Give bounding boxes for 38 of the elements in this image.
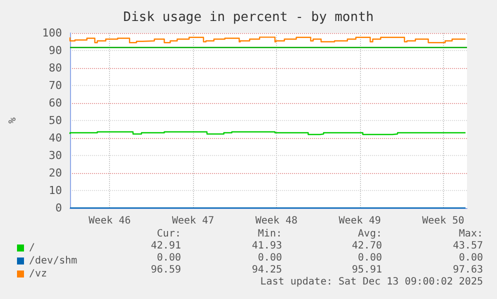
y-tick-label: 100 [42,26,62,40]
legend-label: /dev/shm [29,256,78,266]
y-tick-label: 80 [48,62,62,74]
legend-label: / [29,242,36,254]
y-tick-label: 20 [48,166,62,180]
text: 0.00 [358,252,382,264]
text: 94.25 [252,264,282,276]
text: 42.70 [352,240,382,252]
text: 0.00 [156,252,181,264]
text: 0.00 [258,252,282,264]
text: 95.91 [352,264,382,276]
text: Last update: Sat Dec 13 09:00:02 2025 [260,276,483,288]
text: Min: [258,228,282,240]
y-tick-label: 0 [55,202,62,214]
text: 96.59 [150,264,181,276]
x-tick-label: Week 49 [338,216,381,226]
x-tick-label: Week 48 [255,216,298,226]
y-tick-label: 60 [48,96,62,110]
text: Cur: [156,228,181,240]
y-tick-label: 50 [48,114,62,127]
text: 97.63 [452,264,483,276]
y-tick-label: 90 [48,44,62,57]
chart-title: Disk usage in percent - by month [123,10,374,25]
text: 0.00 [458,252,483,264]
y-tick-label: 70 [48,79,62,92]
legend-label: /vz [29,268,48,280]
text: 42.91 [150,240,181,252]
x-tick-label: Week 46 [88,216,131,226]
text: 43.57 [452,240,483,252]
x-tick-label: Week 47 [172,216,214,226]
text: 41.93 [252,240,282,252]
text: Avg: [358,228,382,240]
y-axis-title: % [8,117,18,124]
text: Max: [458,228,483,240]
y-tick-label: 30 [48,149,62,162]
y-tick-label: 10 [48,184,62,197]
y-tick-label: 40 [48,132,62,144]
x-tick-label: Week 50 [422,216,464,226]
